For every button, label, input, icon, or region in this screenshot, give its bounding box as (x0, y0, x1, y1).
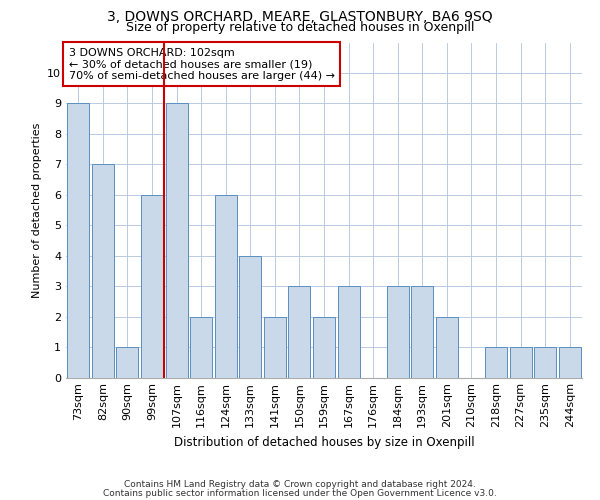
Bar (313, 316, 335, 378)
Y-axis label: Number of detached properties: Number of detached properties (32, 122, 41, 298)
X-axis label: Distribution of detached houses by size in Oxenpill: Distribution of detached houses by size … (173, 436, 475, 449)
Bar (386, 286, 409, 378)
Bar (239, 256, 262, 378)
Bar (411, 286, 433, 378)
Bar (289, 286, 310, 378)
Bar (509, 347, 532, 378)
Bar (67, 104, 89, 378)
Bar (166, 104, 188, 378)
Text: Size of property relative to detached houses in Oxenpill: Size of property relative to detached ho… (126, 21, 474, 34)
Bar (92, 164, 114, 378)
Bar (436, 316, 458, 378)
Bar (485, 347, 507, 378)
Text: 3 DOWNS ORCHARD: 102sqm
← 30% of detached houses are smaller (19)
70% of semi-de: 3 DOWNS ORCHARD: 102sqm ← 30% of detache… (68, 48, 335, 80)
Bar (534, 347, 556, 378)
Text: 3, DOWNS ORCHARD, MEARE, GLASTONBURY, BA6 9SQ: 3, DOWNS ORCHARD, MEARE, GLASTONBURY, BA… (107, 10, 493, 24)
Bar (190, 316, 212, 378)
Bar (264, 316, 286, 378)
Text: Contains public sector information licensed under the Open Government Licence v3: Contains public sector information licen… (103, 488, 497, 498)
Bar (215, 195, 237, 378)
Bar (141, 195, 163, 378)
Text: Contains HM Land Registry data © Crown copyright and database right 2024.: Contains HM Land Registry data © Crown c… (124, 480, 476, 489)
Bar (116, 347, 139, 378)
Bar (338, 286, 359, 378)
Bar (559, 347, 581, 378)
